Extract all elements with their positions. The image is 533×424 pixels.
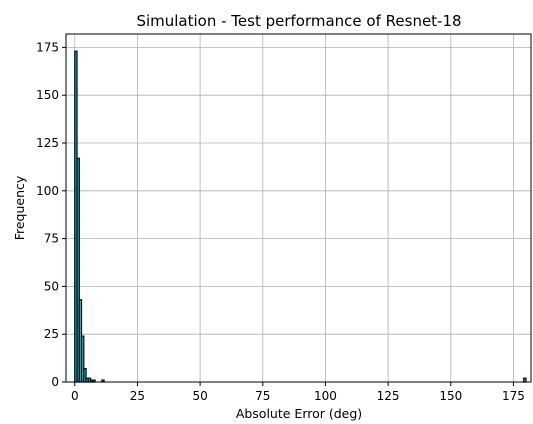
x-tick-label: 100: [314, 389, 337, 403]
x-tick-label: 0: [71, 389, 79, 403]
y-tick-label: 75: [44, 232, 59, 246]
y-tick-layer: 0 25 50 75 100 125 150 175: [36, 40, 66, 389]
y-axis-label: Frequency: [12, 175, 27, 240]
y-tick-label: 50: [44, 279, 59, 293]
x-axis-label: Absolute Error (deg): [236, 406, 362, 421]
y-tick-label: 150: [36, 88, 59, 102]
y-tick-label: 125: [36, 136, 59, 150]
y-tick-label: 0: [51, 375, 59, 389]
x-tick-label: 150: [439, 389, 462, 403]
plot-frame: [65, 33, 532, 383]
x-tick-label: 125: [377, 389, 400, 403]
y-tick-label: 175: [36, 40, 59, 54]
x-tick-label: 175: [502, 389, 525, 403]
y-tick-label: 25: [44, 327, 59, 341]
chart-title: Simulation - Test performance of Resnet-…: [136, 12, 461, 30]
x-tick-layer: 0 25 50 75 100 125 150 175: [71, 382, 525, 403]
y-tick-label: 100: [36, 184, 59, 198]
histogram-bar: [523, 377, 527, 383]
x-tick-label: 75: [255, 389, 270, 403]
x-tick-label: 50: [192, 389, 207, 403]
x-tick-label: 25: [130, 389, 145, 403]
bar-layer: [74, 50, 527, 383]
